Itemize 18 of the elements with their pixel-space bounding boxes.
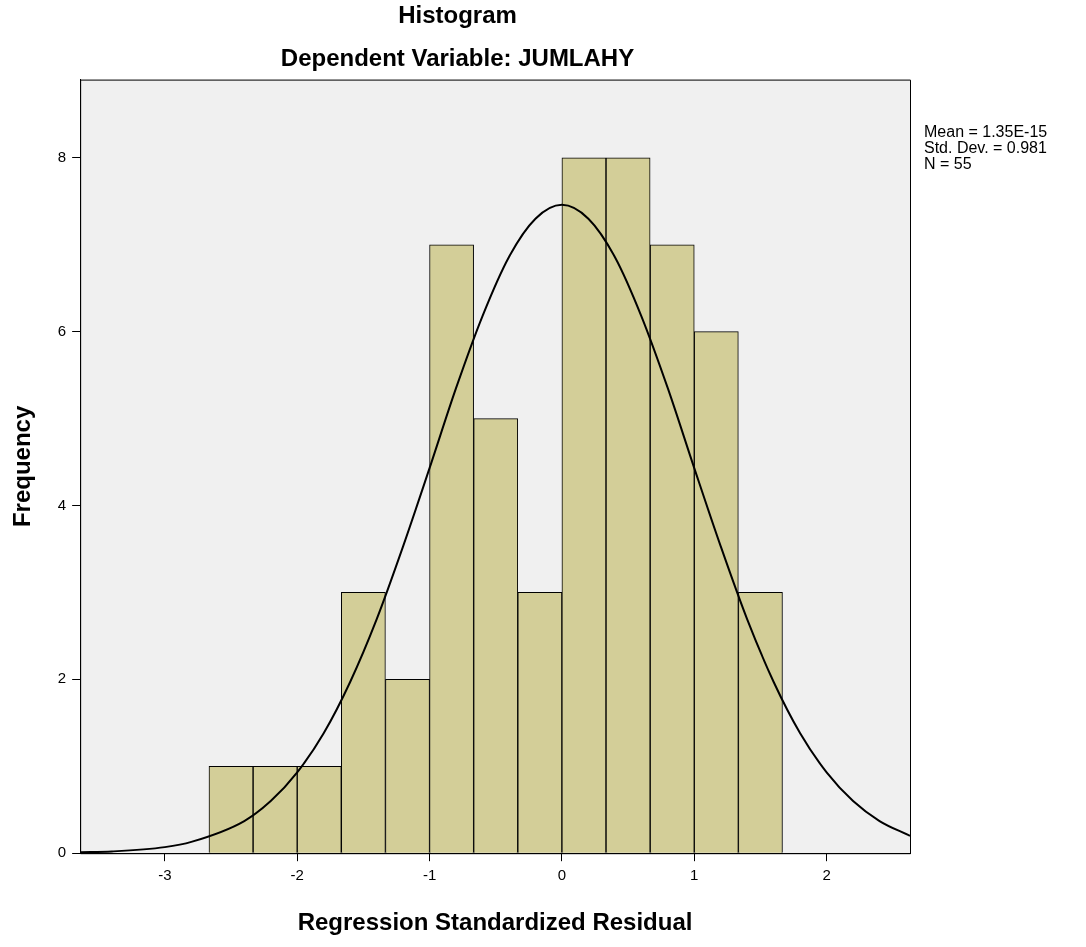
chart-title: Histogram <box>398 1 517 29</box>
y-tick-label: 6 <box>57 321 67 339</box>
x-tick-label: 1 <box>690 866 699 884</box>
y-axis-title: Frequency <box>8 405 36 528</box>
text: N = 55 <box>924 155 972 173</box>
text: Std. Dev. = 0.981 <box>924 139 1047 157</box>
x-tick-label: -3 <box>158 866 172 884</box>
y-tick-label: 2 <box>57 669 67 687</box>
text: Mean = 1.35E-15 <box>924 123 1048 141</box>
x-axis-title: Regression Standardized Residual <box>297 908 693 936</box>
chart-subtitle: Dependent Variable: JUMLAHY <box>280 43 635 71</box>
x-tick-label: -1 <box>422 866 437 884</box>
y-tick-label: 0 <box>57 843 67 861</box>
y-tick-label: 4 <box>57 495 67 513</box>
x-tick-label: 0 <box>557 866 567 884</box>
x-tick-label: 2 <box>822 866 831 884</box>
x-tick-label: -2 <box>290 866 304 884</box>
y-tick-label: 8 <box>57 147 67 165</box>
